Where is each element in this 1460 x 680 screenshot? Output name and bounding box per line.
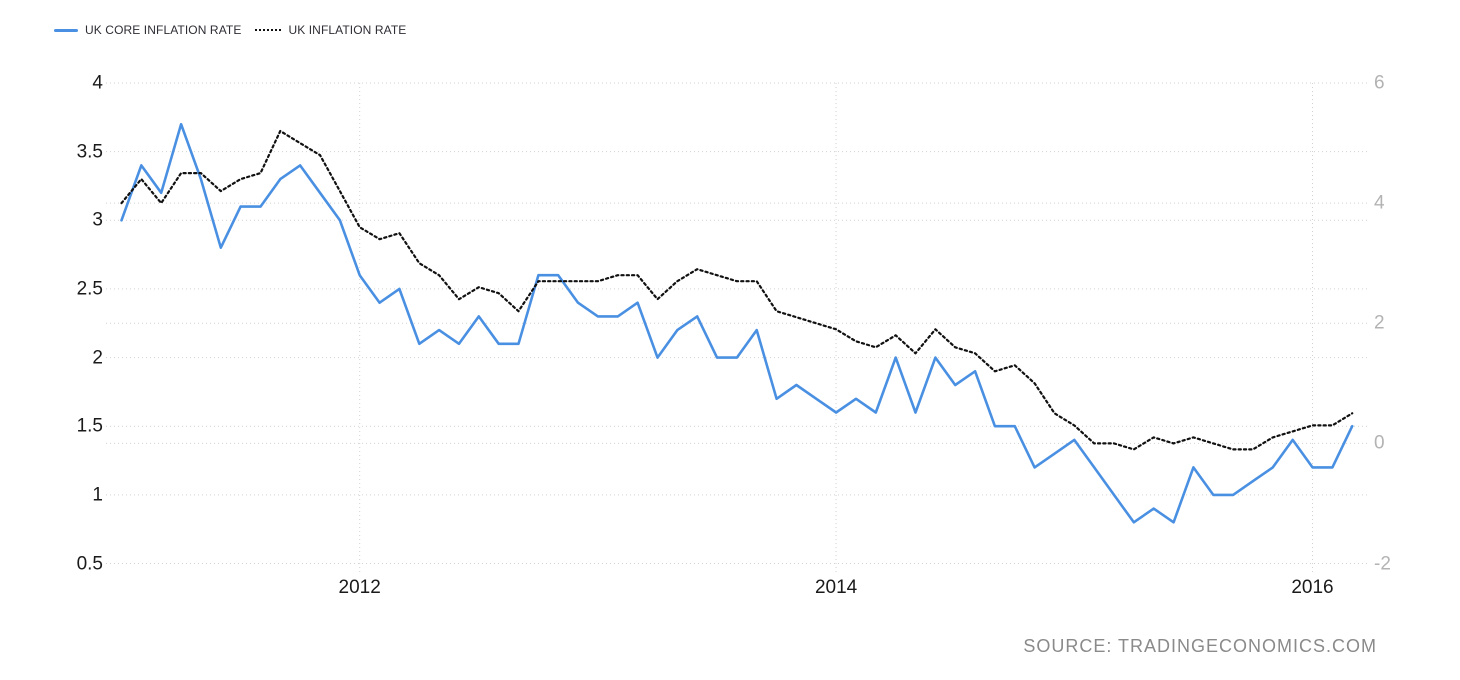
y-axis-right-label-0: 0 — [1374, 432, 1385, 454]
y-axis-left-label-3.5: 3.5 — [76, 141, 103, 163]
legend: UK CORE INFLATION RATE UK INFLATION RATE — [54, 23, 406, 37]
series-line-uk-core-inflation-rate — [120, 122, 1354, 524]
legend-item-uk-core-inflation-rate[interactable]: UK CORE INFLATION RATE — [54, 23, 241, 37]
y-axis-right-label--2: -2 — [1374, 553, 1391, 574]
series-line-uk-inflation-rate — [120, 129, 1354, 451]
legend-label-core: UK CORE INFLATION RATE — [85, 23, 242, 37]
y-axis-right-label-6: 6 — [1374, 72, 1385, 94]
y-axis-right-label-4: 4 — [1374, 192, 1385, 214]
x-axis-label-2014: 2014 — [814, 577, 858, 598]
y-axis-left-label-2: 2 — [92, 347, 103, 369]
y-axis-left-label-1.5: 1.5 — [76, 415, 103, 437]
y-axis-left-label-1: 1 — [92, 484, 103, 506]
solid-line-swatch-icon — [54, 28, 78, 32]
dotted-line-swatch-icon — [255, 29, 282, 31]
y-axis-left-label-0.5: 0.5 — [76, 553, 103, 574]
legend-label-inflation: UK INFLATION RATE — [288, 23, 407, 37]
source-credit: SOURCE: TRADINGECONOMICS.COM — [1023, 636, 1377, 656]
y-axis-left-label-3: 3 — [92, 209, 103, 231]
y-axis-left-label-4: 4 — [92, 72, 103, 94]
y-axis-left-label-2.5: 2.5 — [76, 278, 103, 300]
x-axis-label-2012: 2012 — [338, 577, 381, 598]
legend-item-uk-inflation-rate[interactable]: UK INFLATION RATE — [255, 23, 406, 37]
x-axis-label-2016: 2016 — [1291, 577, 1334, 598]
y-axis-right-label-2: 2 — [1374, 312, 1385, 334]
